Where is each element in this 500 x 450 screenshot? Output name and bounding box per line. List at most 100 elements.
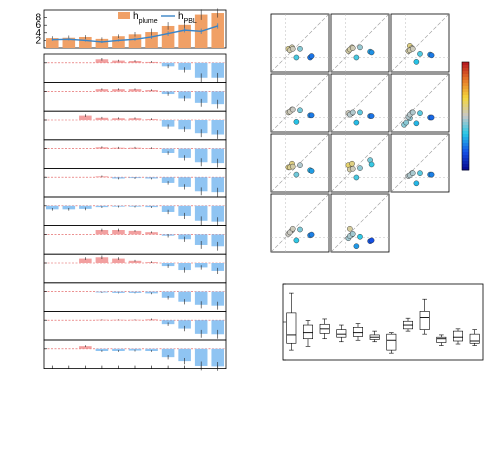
scatter-cell — [390, 73, 450, 133]
diff-bar — [79, 115, 92, 120]
model-strip — [43, 253, 227, 284]
scatter-point — [417, 110, 423, 116]
y-tick-label: 4 — [35, 28, 41, 39]
one-to-one-line — [330, 193, 390, 253]
box-body — [286, 312, 297, 344]
hplume-bar — [45, 38, 59, 48]
scatter-point — [293, 237, 300, 244]
model-strip — [43, 82, 227, 112]
box — [436, 334, 447, 346]
legend-swatch-hplume — [118, 12, 130, 19]
one-to-one-line — [390, 133, 450, 193]
scatter-point — [428, 52, 435, 59]
diff-bar — [194, 148, 208, 163]
scatter-point — [353, 174, 360, 181]
colorbar-segment — [462, 104, 469, 108]
diff-bar — [178, 120, 191, 130]
diff-bar — [211, 120, 225, 135]
scatter-point — [403, 119, 410, 126]
diff-bar — [161, 291, 175, 298]
diff-bar — [79, 346, 92, 349]
diff-bar — [194, 234, 208, 245]
colorbar-segment — [462, 143, 469, 147]
colorbar-segment — [462, 152, 469, 156]
diff-bar — [95, 89, 109, 92]
model-strip — [43, 282, 227, 312]
scatter-point — [293, 171, 300, 178]
strip-frame — [43, 253, 227, 284]
one-to-one-line — [270, 13, 330, 73]
scatter-point — [349, 160, 355, 167]
scatter-point — [368, 161, 375, 168]
box-body — [353, 327, 363, 337]
box-body — [303, 324, 313, 340]
scatter-point — [409, 170, 416, 176]
scatter-point — [357, 44, 363, 51]
scatter-cell — [390, 13, 450, 73]
scatter-cell — [330, 193, 390, 253]
colorbar-segment — [462, 68, 469, 72]
box — [469, 329, 480, 346]
scatter-cell — [270, 133, 330, 193]
diff-bar — [128, 291, 142, 293]
hplume-bar — [211, 13, 225, 48]
scatter-point — [357, 233, 363, 240]
colorbar-segment — [462, 149, 469, 153]
colorbar-frame — [461, 61, 470, 171]
colorbar-segment — [462, 122, 469, 126]
box — [319, 318, 330, 340]
one-to-one-line — [390, 13, 450, 73]
colorbar-segment — [462, 89, 469, 93]
hplume-bar — [62, 37, 76, 48]
diff-bar — [161, 120, 175, 127]
y-tick-label: 2 — [35, 35, 41, 46]
diff-bar — [95, 59, 109, 63]
diff-bar — [161, 148, 175, 153]
scatter-point — [368, 49, 375, 56]
colorbar-segment — [462, 158, 469, 162]
diff-bar — [95, 230, 109, 235]
colorbar-segment — [462, 116, 469, 120]
box-body — [453, 330, 463, 342]
scatter-point — [287, 229, 293, 236]
diff-bar — [211, 148, 225, 164]
scatter-point — [349, 165, 356, 172]
colorbar-segment — [462, 146, 469, 150]
scatter-point — [413, 180, 420, 187]
colorbar-segment — [462, 77, 469, 81]
diff-bar — [178, 148, 191, 158]
scatter-point — [308, 231, 315, 238]
scatter-point — [297, 162, 303, 168]
scatter-cell — [390, 133, 450, 193]
colorbar-segment — [462, 155, 469, 159]
scatter-point — [353, 243, 360, 249]
legend-label-hplume: hplume — [133, 11, 158, 25]
diff-bar — [211, 348, 225, 367]
legend-label-hpbl: hPBL — [178, 11, 197, 25]
hplume-bar — [161, 25, 175, 48]
scatter-point — [409, 46, 416, 52]
box — [386, 332, 397, 354]
colorbar-segment — [462, 86, 469, 90]
colorbar-segment — [462, 131, 469, 135]
scatter-point — [293, 119, 300, 125]
diff-bar — [128, 230, 142, 235]
model-strip — [43, 53, 227, 84]
diff-bar — [112, 60, 125, 63]
colorbar-segment — [462, 137, 469, 141]
colorbar-segment — [462, 62, 469, 66]
hplume-bar — [112, 36, 125, 48]
colorbar-segment — [462, 83, 469, 87]
scatter-point — [289, 106, 296, 113]
diff-bar — [178, 205, 191, 216]
colorbar-segment — [462, 65, 469, 69]
scatter-point — [297, 226, 303, 233]
box-body — [386, 333, 397, 351]
diff-bar — [79, 205, 92, 209]
diff-bar — [45, 205, 59, 210]
scatter-point — [297, 46, 303, 52]
diff-bar — [62, 205, 76, 210]
one-to-one-line — [270, 133, 330, 193]
